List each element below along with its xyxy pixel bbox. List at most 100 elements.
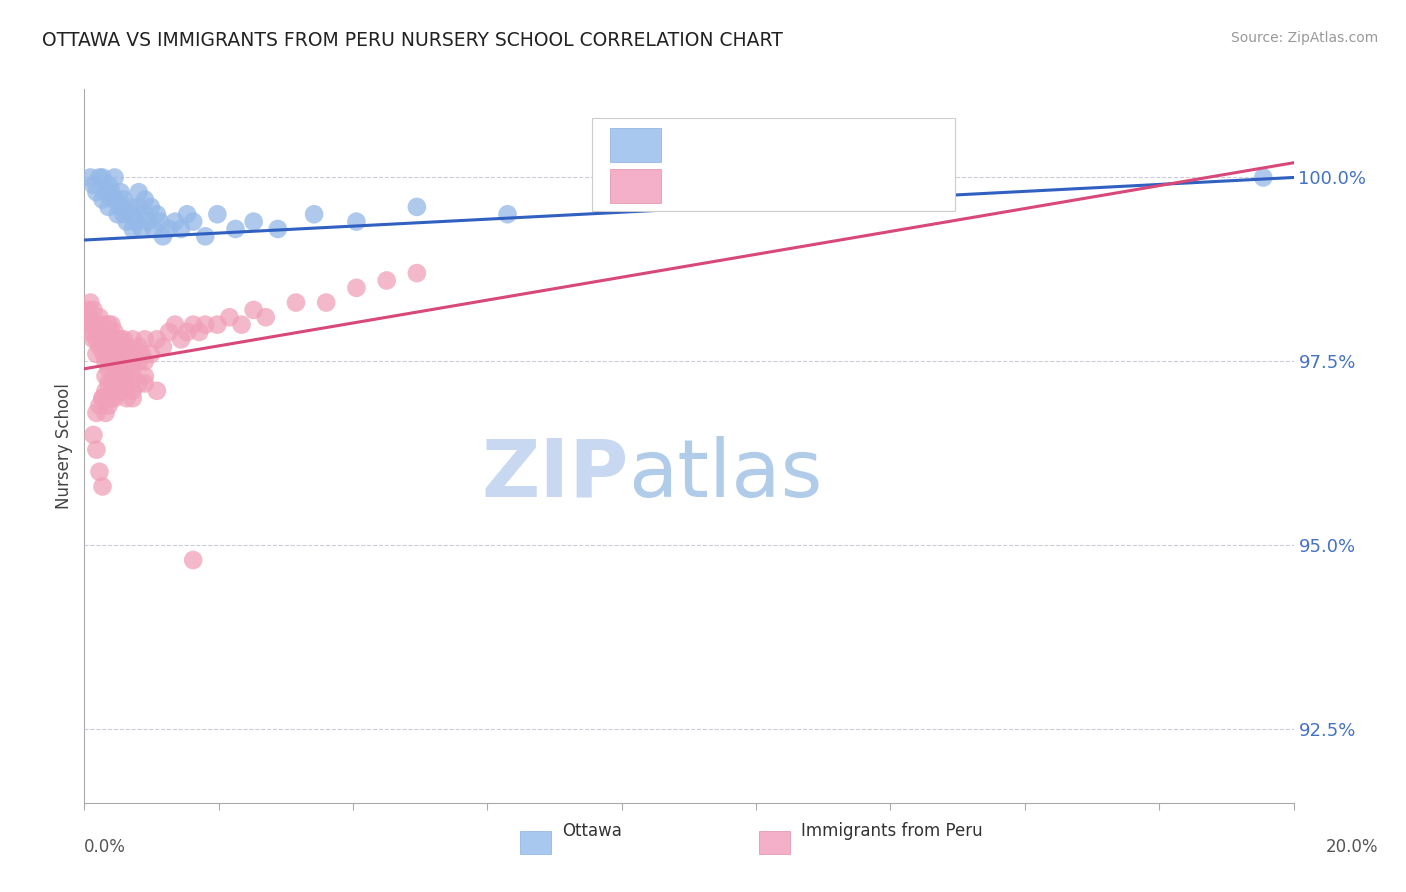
Point: [125, 214, 148, 228]
Point: [97, 318, 120, 332]
Text: 0.0%: 0.0%: [84, 838, 127, 856]
Point: [170, 332, 193, 346]
Point: [146, 384, 169, 398]
Point: [267, 222, 290, 236]
Point: [170, 222, 193, 236]
Point: [242, 302, 264, 317]
Point: [86, 347, 108, 361]
Point: [181, 214, 204, 228]
Point: [97, 178, 120, 192]
Text: N = 105: N = 105: [828, 177, 908, 195]
FancyBboxPatch shape: [610, 169, 661, 203]
Point: [157, 325, 180, 339]
Point: [181, 318, 204, 332]
Point: [100, 391, 122, 405]
Text: ZIP: ZIP: [481, 435, 628, 514]
Point: [100, 185, 122, 199]
Point: [82, 428, 104, 442]
Point: [302, 207, 325, 221]
Point: [97, 361, 120, 376]
Point: [97, 347, 120, 361]
Point: [121, 354, 143, 368]
Point: [91, 340, 114, 354]
Point: [104, 354, 127, 368]
Point: [91, 193, 114, 207]
Point: [1251, 170, 1274, 185]
Point: [84, 318, 107, 332]
Point: [142, 222, 165, 236]
Point: [134, 193, 156, 207]
Point: [86, 442, 108, 457]
Point: [115, 391, 138, 405]
Point: [128, 200, 150, 214]
Point: [152, 229, 174, 244]
Point: [110, 361, 132, 376]
Point: [118, 347, 141, 361]
Point: [82, 178, 104, 192]
Text: Source: ZipAtlas.com: Source: ZipAtlas.com: [1230, 31, 1378, 45]
Point: [98, 354, 121, 368]
Point: [94, 406, 117, 420]
Point: [207, 207, 229, 221]
Point: [346, 281, 368, 295]
Point: [112, 193, 135, 207]
Point: [176, 207, 198, 221]
Point: [207, 318, 229, 332]
Point: [218, 310, 240, 325]
Point: [97, 376, 120, 391]
FancyBboxPatch shape: [592, 118, 955, 211]
Point: [188, 325, 211, 339]
Point: [121, 207, 143, 221]
Point: [139, 200, 162, 214]
Point: [93, 347, 115, 361]
Point: [90, 332, 112, 346]
Text: 20.0%: 20.0%: [1326, 838, 1378, 856]
Point: [114, 347, 136, 361]
Text: R = 0.538: R = 0.538: [683, 136, 782, 154]
Point: [128, 185, 150, 199]
Point: [110, 369, 132, 384]
Point: [79, 295, 101, 310]
Point: [134, 369, 156, 384]
Point: [86, 185, 108, 199]
Point: [131, 347, 153, 361]
Point: [91, 391, 114, 405]
Point: [103, 332, 125, 346]
Point: [107, 361, 129, 376]
Point: [406, 200, 429, 214]
Point: [152, 340, 174, 354]
Point: [110, 332, 132, 346]
Point: [225, 222, 247, 236]
Point: [82, 302, 104, 317]
Point: [115, 214, 138, 228]
Y-axis label: Nursery School: Nursery School: [55, 383, 73, 509]
Text: atlas: atlas: [628, 435, 823, 514]
Point: [94, 354, 117, 368]
Point: [194, 318, 217, 332]
Point: [104, 369, 127, 384]
Point: [97, 200, 120, 214]
Point: [107, 332, 129, 346]
Point: [284, 295, 308, 310]
Point: [104, 391, 127, 405]
Point: [94, 369, 117, 384]
Point: [94, 332, 117, 346]
Point: [110, 185, 132, 199]
Point: [375, 273, 398, 287]
Point: [107, 376, 129, 391]
Point: [406, 266, 429, 280]
Point: [176, 325, 198, 339]
Text: Ottawa: Ottawa: [562, 822, 623, 840]
Point: [128, 340, 150, 354]
Point: [100, 376, 122, 391]
Point: [112, 332, 135, 346]
Point: [110, 200, 132, 214]
Point: [91, 391, 114, 405]
Point: [110, 384, 132, 398]
Point: [91, 170, 114, 185]
Point: [134, 376, 156, 391]
Point: [146, 332, 169, 346]
Point: [104, 347, 127, 361]
Point: [89, 399, 111, 413]
Point: [100, 318, 122, 332]
